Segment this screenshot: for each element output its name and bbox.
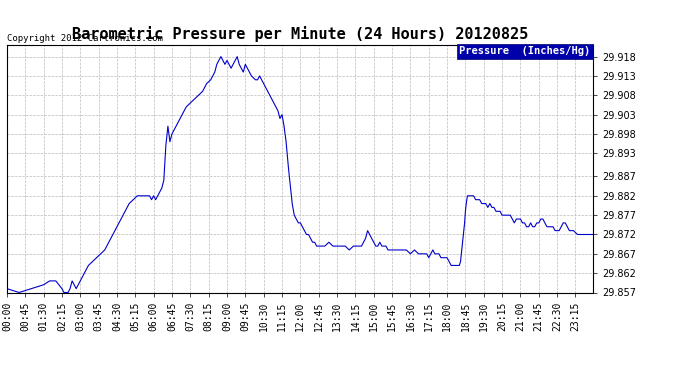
Text: Copyright 2012 Cartronics.com: Copyright 2012 Cartronics.com	[8, 33, 164, 42]
Text: Pressure  (Inches/Hg): Pressure (Inches/Hg)	[460, 46, 591, 56]
Title: Barometric Pressure per Minute (24 Hours) 20120825: Barometric Pressure per Minute (24 Hours…	[72, 27, 529, 42]
